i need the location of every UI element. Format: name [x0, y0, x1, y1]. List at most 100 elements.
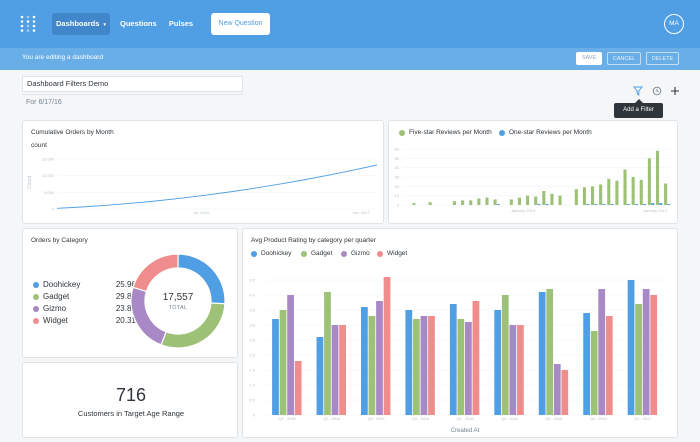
history-icon[interactable] — [652, 86, 662, 96]
category-label: Gadget — [43, 292, 70, 301]
legend-dot — [399, 129, 405, 136]
legend-dot — [499, 129, 505, 136]
new-question-button[interactable]: New Question — [211, 13, 270, 35]
top-nav: Dashboards ▾ Questions Pulses New Questi… — [0, 0, 700, 48]
bar-one-star — [586, 204, 590, 205]
bar-gadget — [546, 289, 554, 415]
category-row-widget: Widget 20.31% — [33, 316, 143, 325]
card-cumulative-orders[interactable]: Cumulative Orders by Month count Count 1… — [22, 120, 384, 224]
add-card-icon[interactable] — [670, 86, 680, 96]
bar-five-star — [607, 178, 611, 205]
bar-five-star — [469, 200, 473, 205]
bar-five-star — [631, 177, 635, 205]
y-tick-label: 10 — [395, 193, 400, 198]
x-tick-label: Q3 - 2016 — [545, 417, 562, 421]
x-tick-label: Jan, 2017 — [352, 210, 370, 215]
bar-five-star — [493, 199, 497, 205]
bar-five-star — [550, 193, 554, 205]
card-avg-product-rating[interactable]: Avg Product Rating by category per quart… — [242, 228, 678, 438]
bar-gizmo — [331, 325, 339, 415]
bar-gizmo — [376, 301, 383, 415]
y-tick-label: 0 — [397, 203, 400, 208]
bar-gizmo — [287, 295, 294, 415]
x-tick-label: January 2016 — [511, 208, 536, 213]
nav-dashboards[interactable]: Dashboards ▾ — [52, 13, 110, 35]
category-label: Doohickey — [43, 280, 81, 289]
metabase-logo-icon[interactable] — [20, 15, 36, 33]
donut-total: 17,557 — [162, 292, 194, 303]
bar-doohickey — [272, 319, 279, 415]
y-tick-label: 4.0 — [249, 293, 255, 298]
bar-five-star — [655, 150, 660, 205]
legend-dot — [341, 250, 347, 257]
y-tick-label: 2.5 — [249, 338, 255, 343]
card-customers-scalar[interactable]: 716 Customers in Target Age Range — [22, 362, 238, 438]
y-tick-label: 3.5 — [249, 308, 255, 313]
bar-gadget — [501, 295, 509, 415]
x-tick-label: Q2 - 2016 — [323, 417, 340, 421]
dashboard-description-input[interactable]: For 6/17/16 — [22, 94, 243, 109]
legend-label: Gadget — [311, 250, 333, 257]
bar-widget — [428, 316, 435, 415]
delete-button[interactable]: DELETE — [646, 52, 679, 65]
x-tick-label: Q4 - 2016 — [412, 417, 429, 421]
bar-five-star — [452, 201, 457, 205]
bar-one-star — [651, 203, 655, 205]
bar-five-star — [599, 184, 603, 205]
bar-one-star — [545, 204, 549, 205]
y-tick-label: 10,000 — [42, 173, 55, 178]
legend-one-star: One-star Reviews per Month — [499, 129, 592, 136]
card-title: Orders by Category — [31, 237, 88, 244]
legend-doohickey: Doohickey — [251, 250, 291, 257]
reviews-bar-chart: 60 50 40 30 20 10 0 January 2016 January 2017 — [395, 147, 671, 213]
nav-questions[interactable]: Questions — [120, 19, 157, 28]
nav-pulses[interactable]: Pulses — [168, 19, 194, 28]
bar-one-star — [626, 204, 630, 205]
bar-doohickey — [449, 304, 457, 415]
bar-one-star — [642, 204, 647, 205]
nav-dashboards-label: Dashboards — [56, 19, 100, 28]
bar-five-star — [461, 200, 465, 205]
legend-label: Doohickey — [261, 250, 292, 257]
card-title: Avg Product Rating by category per quart… — [251, 237, 376, 244]
axis-title: Count — [27, 175, 33, 189]
edit-message: You are editing a dashboard — [22, 54, 104, 61]
legend-dot — [251, 250, 257, 257]
bar-doohickey — [316, 337, 324, 415]
bar-one-star — [594, 204, 598, 205]
y-tick-label: 15,000 — [42, 157, 55, 162]
bar-doohickey — [405, 310, 413, 415]
bar-one-star — [610, 204, 614, 205]
bar-gizmo — [509, 325, 517, 415]
x-tick-label: Q1 - 2016 — [279, 417, 296, 421]
bar-five-star — [558, 195, 562, 205]
filter-icon[interactable] — [633, 86, 643, 96]
bar-doohickey — [538, 292, 546, 415]
bar-five-star — [664, 183, 668, 205]
cancel-button[interactable]: CANCEL — [607, 52, 641, 65]
bar-widget — [472, 301, 480, 415]
y-tick-label: 4.5 — [249, 278, 255, 283]
bar-five-star — [509, 199, 513, 205]
bar-widget — [517, 325, 524, 415]
legend-five-star: Five-star Reviews per Month — [399, 129, 492, 136]
avatar[interactable]: MA — [664, 14, 684, 34]
bar-five-star — [623, 169, 627, 205]
x-tick-label: Q3 - 2016 — [368, 417, 385, 421]
legend-label: One-star Reviews per Month — [509, 129, 592, 136]
dashboard-title-input[interactable]: Dashboard Filters Demo — [22, 76, 243, 92]
card-reviews-per-month[interactable]: Five-star Reviews per Month One-star Rev… — [388, 120, 678, 224]
legend-label: Widget — [387, 250, 408, 257]
bar-five-star — [582, 187, 586, 205]
save-button[interactable]: SAVE — [576, 52, 602, 65]
bar-five-star — [526, 195, 530, 205]
x-tick-label: Jul, 2016 — [193, 210, 210, 215]
x-tick-label: Q2 - 2016 — [501, 417, 518, 421]
card-orders-by-category[interactable]: Orders by Category Doohickey 25.96% Gadg… — [22, 228, 238, 358]
x-tick-label: Q1 - 2017 — [634, 417, 651, 421]
bar-doohickey — [627, 280, 635, 415]
legend-dot — [33, 305, 39, 312]
chart-ylabel: count — [31, 142, 47, 149]
rating-bar-chart: 4.5 4.0 3.5 3.0 2.5 2.0 1.5 1.0 0.5 0 Q1 - 2016 Q2 … — [249, 277, 665, 434]
x-tick-label: Q1 - 2016 — [457, 417, 474, 421]
